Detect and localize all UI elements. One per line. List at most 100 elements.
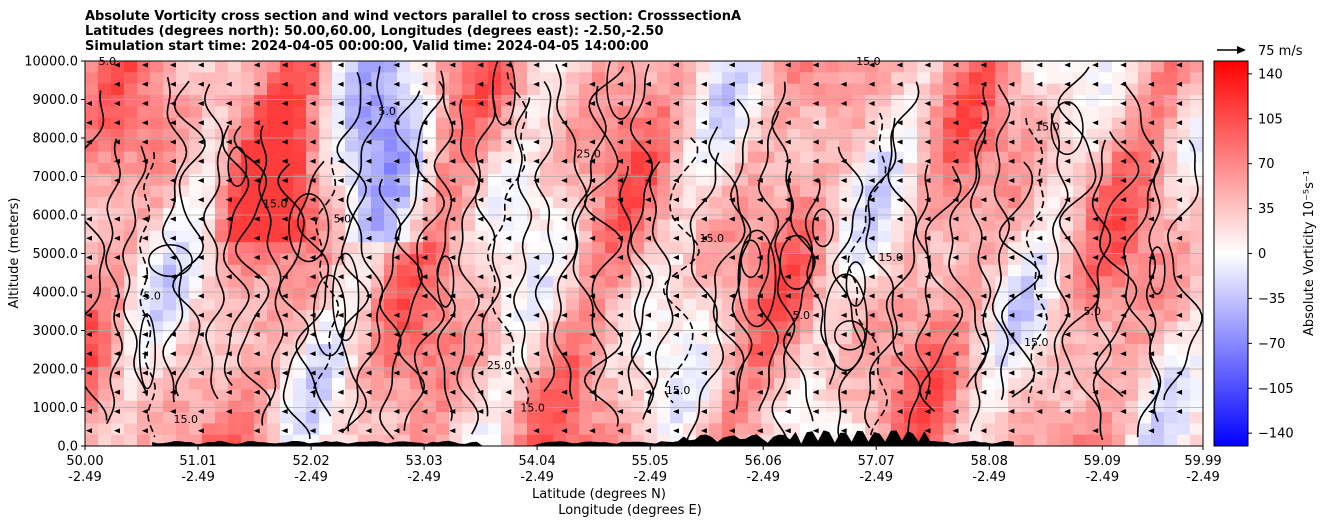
field-cell bbox=[436, 185, 450, 198]
field-cell bbox=[605, 196, 619, 209]
field-cell bbox=[124, 140, 138, 153]
wind-vector bbox=[1092, 389, 1099, 395]
field-cell bbox=[163, 389, 177, 402]
field-cell bbox=[111, 332, 125, 345]
wind-vector bbox=[1064, 274, 1071, 280]
field-cell bbox=[384, 276, 398, 289]
field-cell bbox=[1151, 400, 1165, 413]
field-cell bbox=[1138, 151, 1152, 164]
field-cell bbox=[956, 287, 970, 300]
field-cell bbox=[1112, 83, 1126, 96]
wind-vector bbox=[1120, 62, 1127, 68]
field-cell bbox=[124, 298, 138, 311]
field-cell bbox=[241, 366, 255, 379]
x-tick-label-lon: -2.49 bbox=[1085, 470, 1119, 485]
field-cell bbox=[1190, 242, 1203, 255]
field-cell bbox=[1177, 219, 1191, 232]
wind-vector bbox=[253, 216, 260, 222]
field-cell bbox=[423, 196, 437, 209]
wind-vector bbox=[1036, 216, 1043, 222]
wind-vector bbox=[840, 332, 847, 337]
contour-line bbox=[1145, 151, 1164, 422]
field-cell bbox=[449, 366, 463, 379]
field-cell bbox=[176, 72, 190, 85]
field-cell bbox=[644, 355, 658, 368]
field-cell bbox=[709, 412, 723, 424]
wind-vector bbox=[1064, 332, 1071, 337]
field-cell bbox=[722, 94, 736, 107]
wind-vector bbox=[197, 274, 204, 280]
field-cell bbox=[579, 400, 593, 413]
field-cell bbox=[462, 242, 476, 255]
wind-vector bbox=[1008, 255, 1015, 260]
field-cell bbox=[228, 366, 242, 379]
field-cell bbox=[878, 332, 892, 345]
field-cell bbox=[410, 423, 424, 436]
wind-vector bbox=[281, 428, 288, 434]
field-cell bbox=[969, 208, 983, 221]
field-cell bbox=[722, 400, 736, 413]
field-cell bbox=[605, 106, 619, 119]
field-cell bbox=[1073, 140, 1087, 153]
field-cell bbox=[85, 162, 99, 175]
field-cell bbox=[384, 355, 398, 368]
field-cell bbox=[449, 117, 463, 130]
field-cell bbox=[761, 434, 775, 446]
field-cell bbox=[735, 196, 749, 209]
field-cell bbox=[566, 185, 580, 198]
field-cell bbox=[332, 389, 346, 402]
wind-vector bbox=[1092, 332, 1099, 337]
field-cell bbox=[176, 117, 190, 130]
field-cell bbox=[1073, 264, 1087, 277]
field-cell bbox=[176, 423, 190, 436]
field-cell bbox=[722, 344, 736, 357]
field-cell bbox=[787, 196, 801, 209]
wind-vector bbox=[253, 120, 260, 126]
wind-vector bbox=[617, 274, 624, 280]
field-cell bbox=[176, 174, 190, 187]
field-cell bbox=[345, 106, 359, 119]
field-cell bbox=[332, 151, 346, 164]
field-cell bbox=[306, 434, 320, 446]
field-cell bbox=[163, 310, 177, 323]
field-cell bbox=[579, 434, 593, 446]
field-cell bbox=[1177, 140, 1191, 153]
field-cell bbox=[1190, 61, 1203, 73]
field-cell bbox=[1099, 162, 1113, 175]
field-cell bbox=[215, 434, 229, 446]
field-cell bbox=[579, 72, 593, 85]
field-cell bbox=[423, 185, 437, 198]
field-cell bbox=[631, 298, 645, 311]
wind-vector bbox=[589, 197, 596, 203]
wind-vector bbox=[253, 101, 260, 106]
field-cell bbox=[85, 196, 99, 209]
field-cell bbox=[852, 128, 866, 141]
field-cell bbox=[579, 151, 593, 164]
field-cell bbox=[683, 287, 697, 300]
field-cell bbox=[202, 140, 216, 153]
field-cell bbox=[696, 321, 710, 334]
field-cell bbox=[943, 83, 957, 96]
field-cell bbox=[644, 72, 658, 85]
field-cell bbox=[982, 412, 996, 424]
wind-vector bbox=[980, 139, 987, 145]
field-cell bbox=[462, 412, 476, 424]
field-cell bbox=[1034, 423, 1048, 436]
field-cell bbox=[1047, 298, 1061, 311]
wind-vector bbox=[672, 428, 679, 434]
wind-vector bbox=[533, 351, 540, 357]
field-cell bbox=[891, 196, 905, 209]
field-cell bbox=[1021, 83, 1035, 96]
field-cell bbox=[878, 242, 892, 255]
field-cell bbox=[969, 344, 983, 357]
field-cell bbox=[904, 298, 918, 311]
field-cell bbox=[241, 378, 255, 390]
field-cell bbox=[124, 128, 138, 141]
wind-vector bbox=[617, 120, 624, 126]
field-cell bbox=[748, 355, 762, 368]
field-cell bbox=[397, 219, 411, 232]
field-cell bbox=[410, 276, 424, 289]
wind-vector bbox=[505, 255, 512, 260]
wind-vector bbox=[365, 235, 372, 241]
field-cell bbox=[423, 83, 437, 96]
